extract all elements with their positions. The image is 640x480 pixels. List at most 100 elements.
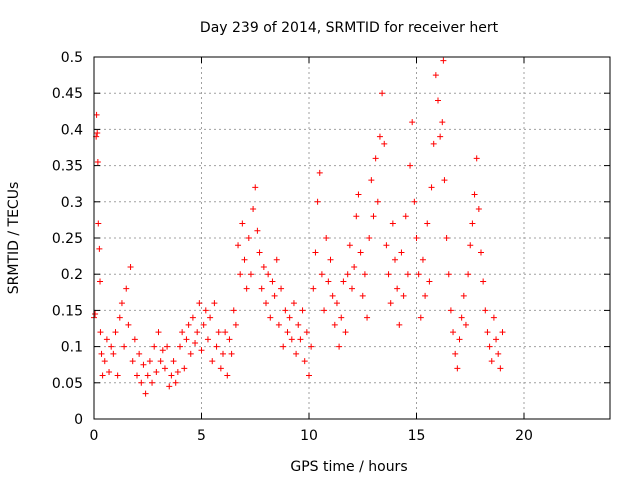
data-point [340, 278, 347, 285]
data-point [157, 358, 164, 365]
data-point [333, 300, 340, 307]
data-point [142, 390, 149, 397]
data-point [396, 321, 403, 328]
data-point [230, 307, 237, 314]
data-point [325, 278, 332, 285]
data-point [409, 119, 416, 126]
data-point [478, 249, 484, 256]
data-point [185, 321, 192, 328]
data-point [131, 336, 138, 343]
data-point [308, 343, 315, 350]
data-point [426, 278, 433, 285]
grid-lines [94, 57, 610, 419]
data-point [144, 372, 151, 379]
data-point [282, 307, 289, 314]
data-point [389, 220, 396, 227]
data-point [392, 256, 398, 263]
data-point [140, 361, 147, 368]
data-point [456, 336, 463, 343]
data-point [486, 343, 493, 350]
data-point [411, 198, 418, 205]
data-point [469, 220, 476, 227]
data-point [273, 256, 280, 263]
data-point [295, 321, 302, 328]
y-tick-label: 0.45 [52, 86, 83, 102]
data-point [97, 278, 104, 285]
data-point [424, 220, 431, 227]
data-point [149, 379, 156, 386]
data-point [299, 307, 306, 314]
data-point [181, 365, 188, 372]
data-point [118, 300, 125, 307]
data-point [187, 350, 194, 357]
data-point [314, 198, 321, 205]
data-point [245, 235, 252, 241]
data-point [437, 133, 444, 140]
data-point [499, 329, 506, 336]
data-point [355, 191, 362, 198]
data-point [432, 72, 439, 79]
data-point [419, 256, 426, 263]
data-point [129, 358, 136, 365]
data-point [256, 249, 263, 256]
data-point [153, 368, 160, 375]
y-tick-label: 0.3 [61, 195, 83, 211]
data-point [351, 263, 358, 270]
data-point [98, 350, 105, 357]
y-tick-label: 0.15 [52, 303, 83, 319]
data-point [138, 379, 145, 386]
data-point [95, 220, 102, 227]
data-point [460, 292, 467, 299]
data-point [458, 314, 465, 321]
data-point [467, 242, 474, 249]
axis-ticks [93, 56, 610, 420]
data-point [243, 285, 250, 292]
data-point [495, 350, 502, 357]
data-point [174, 368, 181, 375]
data-point [454, 365, 461, 372]
data-point [112, 329, 119, 336]
data-point [346, 242, 353, 249]
data-point [114, 372, 121, 379]
data-point [97, 329, 104, 336]
data-point [228, 350, 235, 357]
data-point [394, 285, 401, 292]
data-point [379, 90, 386, 97]
data-point [383, 242, 390, 249]
data-point [385, 271, 392, 278]
data-point [349, 285, 355, 292]
data-point [353, 213, 360, 220]
data-point [387, 300, 394, 307]
data-point [278, 285, 285, 292]
y-tick-label: 0.35 [52, 159, 83, 175]
data-point [400, 292, 407, 299]
data-point [361, 271, 368, 278]
data-point [94, 130, 101, 137]
data-point [344, 271, 351, 278]
data-point [96, 245, 103, 252]
data-point [260, 263, 267, 270]
data-point [306, 372, 312, 379]
data-point [271, 292, 278, 299]
data-point [439, 119, 446, 126]
data-point [338, 314, 345, 321]
data-point [204, 336, 211, 343]
y-tick-label: 0.25 [52, 231, 83, 247]
data-point [293, 350, 300, 357]
data-point [366, 235, 373, 241]
data-point [318, 271, 325, 278]
data-point [493, 336, 500, 343]
data-point [222, 329, 229, 336]
data-point [151, 343, 158, 350]
data-point [168, 372, 175, 379]
data-point [235, 242, 242, 249]
data-point [497, 365, 504, 372]
data-point [321, 307, 328, 314]
data-point [183, 336, 190, 343]
y-tick-label: 0 [74, 412, 83, 428]
x-tick-label: 10 [300, 428, 318, 444]
data-point [482, 307, 489, 314]
data-point [237, 271, 244, 278]
data-point [471, 191, 478, 198]
